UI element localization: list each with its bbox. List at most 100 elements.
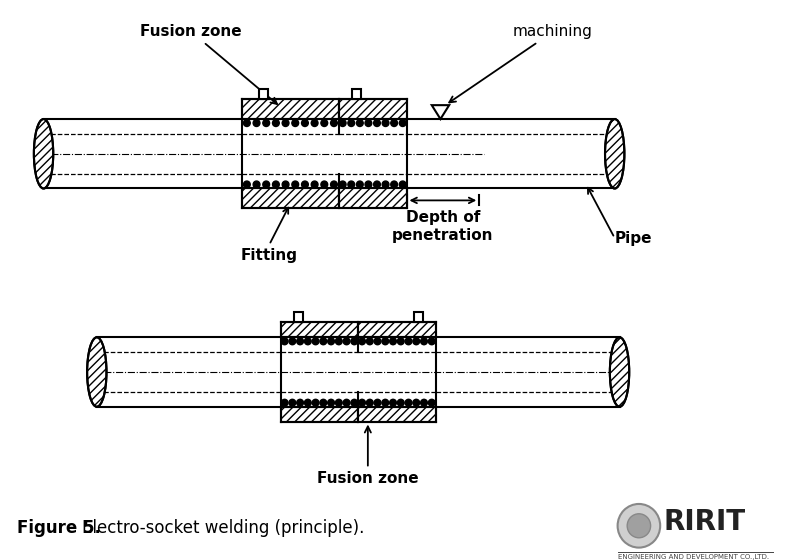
Circle shape xyxy=(335,399,342,406)
Text: Fusion zone: Fusion zone xyxy=(140,24,277,104)
Circle shape xyxy=(374,181,380,188)
Bar xyxy=(358,323,436,337)
Circle shape xyxy=(330,119,338,127)
Circle shape xyxy=(374,338,381,345)
Circle shape xyxy=(321,181,328,188)
Circle shape xyxy=(292,119,298,127)
Circle shape xyxy=(289,399,296,406)
Circle shape xyxy=(330,181,338,188)
Circle shape xyxy=(253,119,260,127)
Circle shape xyxy=(311,181,318,188)
Text: Fusion zone: Fusion zone xyxy=(317,426,418,486)
Ellipse shape xyxy=(87,337,106,407)
Circle shape xyxy=(321,119,328,127)
Circle shape xyxy=(305,399,311,406)
Bar xyxy=(294,312,302,323)
Circle shape xyxy=(421,338,427,345)
Circle shape xyxy=(289,338,296,345)
Circle shape xyxy=(282,119,289,127)
Bar xyxy=(339,189,406,208)
Circle shape xyxy=(339,119,346,127)
Bar xyxy=(414,312,422,323)
Text: ENGINEERING AND DEVELOPMENT CO.,LTD.: ENGINEERING AND DEVELOPMENT CO.,LTD. xyxy=(618,553,769,559)
Circle shape xyxy=(399,181,406,188)
Circle shape xyxy=(366,338,373,345)
Circle shape xyxy=(357,181,363,188)
Circle shape xyxy=(390,181,398,188)
Bar xyxy=(242,99,339,119)
Circle shape xyxy=(382,181,389,188)
Bar xyxy=(281,407,358,422)
Circle shape xyxy=(320,338,326,345)
Circle shape xyxy=(282,399,288,406)
Circle shape xyxy=(297,338,303,345)
Text: Depth of
penetration: Depth of penetration xyxy=(392,211,494,242)
Circle shape xyxy=(390,399,397,406)
Circle shape xyxy=(311,119,318,127)
Circle shape xyxy=(382,399,389,406)
Circle shape xyxy=(253,181,260,188)
Ellipse shape xyxy=(610,337,630,407)
Bar xyxy=(242,189,339,208)
Bar xyxy=(352,89,361,99)
Circle shape xyxy=(339,181,346,188)
Circle shape xyxy=(297,399,303,406)
Circle shape xyxy=(302,119,308,127)
Circle shape xyxy=(421,399,427,406)
Bar xyxy=(281,323,358,337)
Polygon shape xyxy=(432,105,449,119)
Circle shape xyxy=(243,181,250,188)
Circle shape xyxy=(351,338,358,345)
Circle shape xyxy=(428,399,435,406)
Circle shape xyxy=(328,399,334,406)
Circle shape xyxy=(382,338,389,345)
Circle shape xyxy=(405,399,412,406)
Text: Fitting: Fitting xyxy=(241,248,298,263)
Circle shape xyxy=(398,399,404,406)
Circle shape xyxy=(358,399,366,406)
Circle shape xyxy=(328,338,334,345)
Circle shape xyxy=(282,338,288,345)
Circle shape xyxy=(282,181,289,188)
Circle shape xyxy=(366,399,373,406)
Circle shape xyxy=(312,399,319,406)
Circle shape xyxy=(413,399,420,406)
Circle shape xyxy=(312,338,319,345)
Circle shape xyxy=(390,119,398,127)
Circle shape xyxy=(374,119,380,127)
Circle shape xyxy=(320,399,326,406)
Circle shape xyxy=(357,119,363,127)
Text: Pipe: Pipe xyxy=(614,231,652,246)
Text: Electro-socket welding (principle).: Electro-socket welding (principle). xyxy=(82,519,365,537)
Circle shape xyxy=(273,181,279,188)
Circle shape xyxy=(358,338,366,345)
Circle shape xyxy=(390,338,397,345)
Circle shape xyxy=(405,338,412,345)
Circle shape xyxy=(382,119,389,127)
Circle shape xyxy=(263,181,270,188)
Ellipse shape xyxy=(34,119,54,189)
Circle shape xyxy=(398,338,404,345)
Text: RIRIT: RIRIT xyxy=(663,508,746,536)
Bar xyxy=(259,89,268,99)
Circle shape xyxy=(413,338,420,345)
Circle shape xyxy=(348,119,354,127)
Circle shape xyxy=(351,399,358,406)
Circle shape xyxy=(263,119,270,127)
Circle shape xyxy=(335,338,342,345)
Circle shape xyxy=(365,119,372,127)
Circle shape xyxy=(273,119,279,127)
Circle shape xyxy=(374,399,381,406)
Text: Figure 5.: Figure 5. xyxy=(18,519,102,537)
Circle shape xyxy=(627,514,650,538)
Circle shape xyxy=(365,181,372,188)
Circle shape xyxy=(305,338,311,345)
Bar xyxy=(358,407,436,422)
Circle shape xyxy=(399,119,406,127)
Circle shape xyxy=(343,338,350,345)
Bar xyxy=(339,99,406,119)
Circle shape xyxy=(302,181,308,188)
Circle shape xyxy=(348,181,354,188)
Text: machining: machining xyxy=(450,24,593,102)
Circle shape xyxy=(428,338,435,345)
